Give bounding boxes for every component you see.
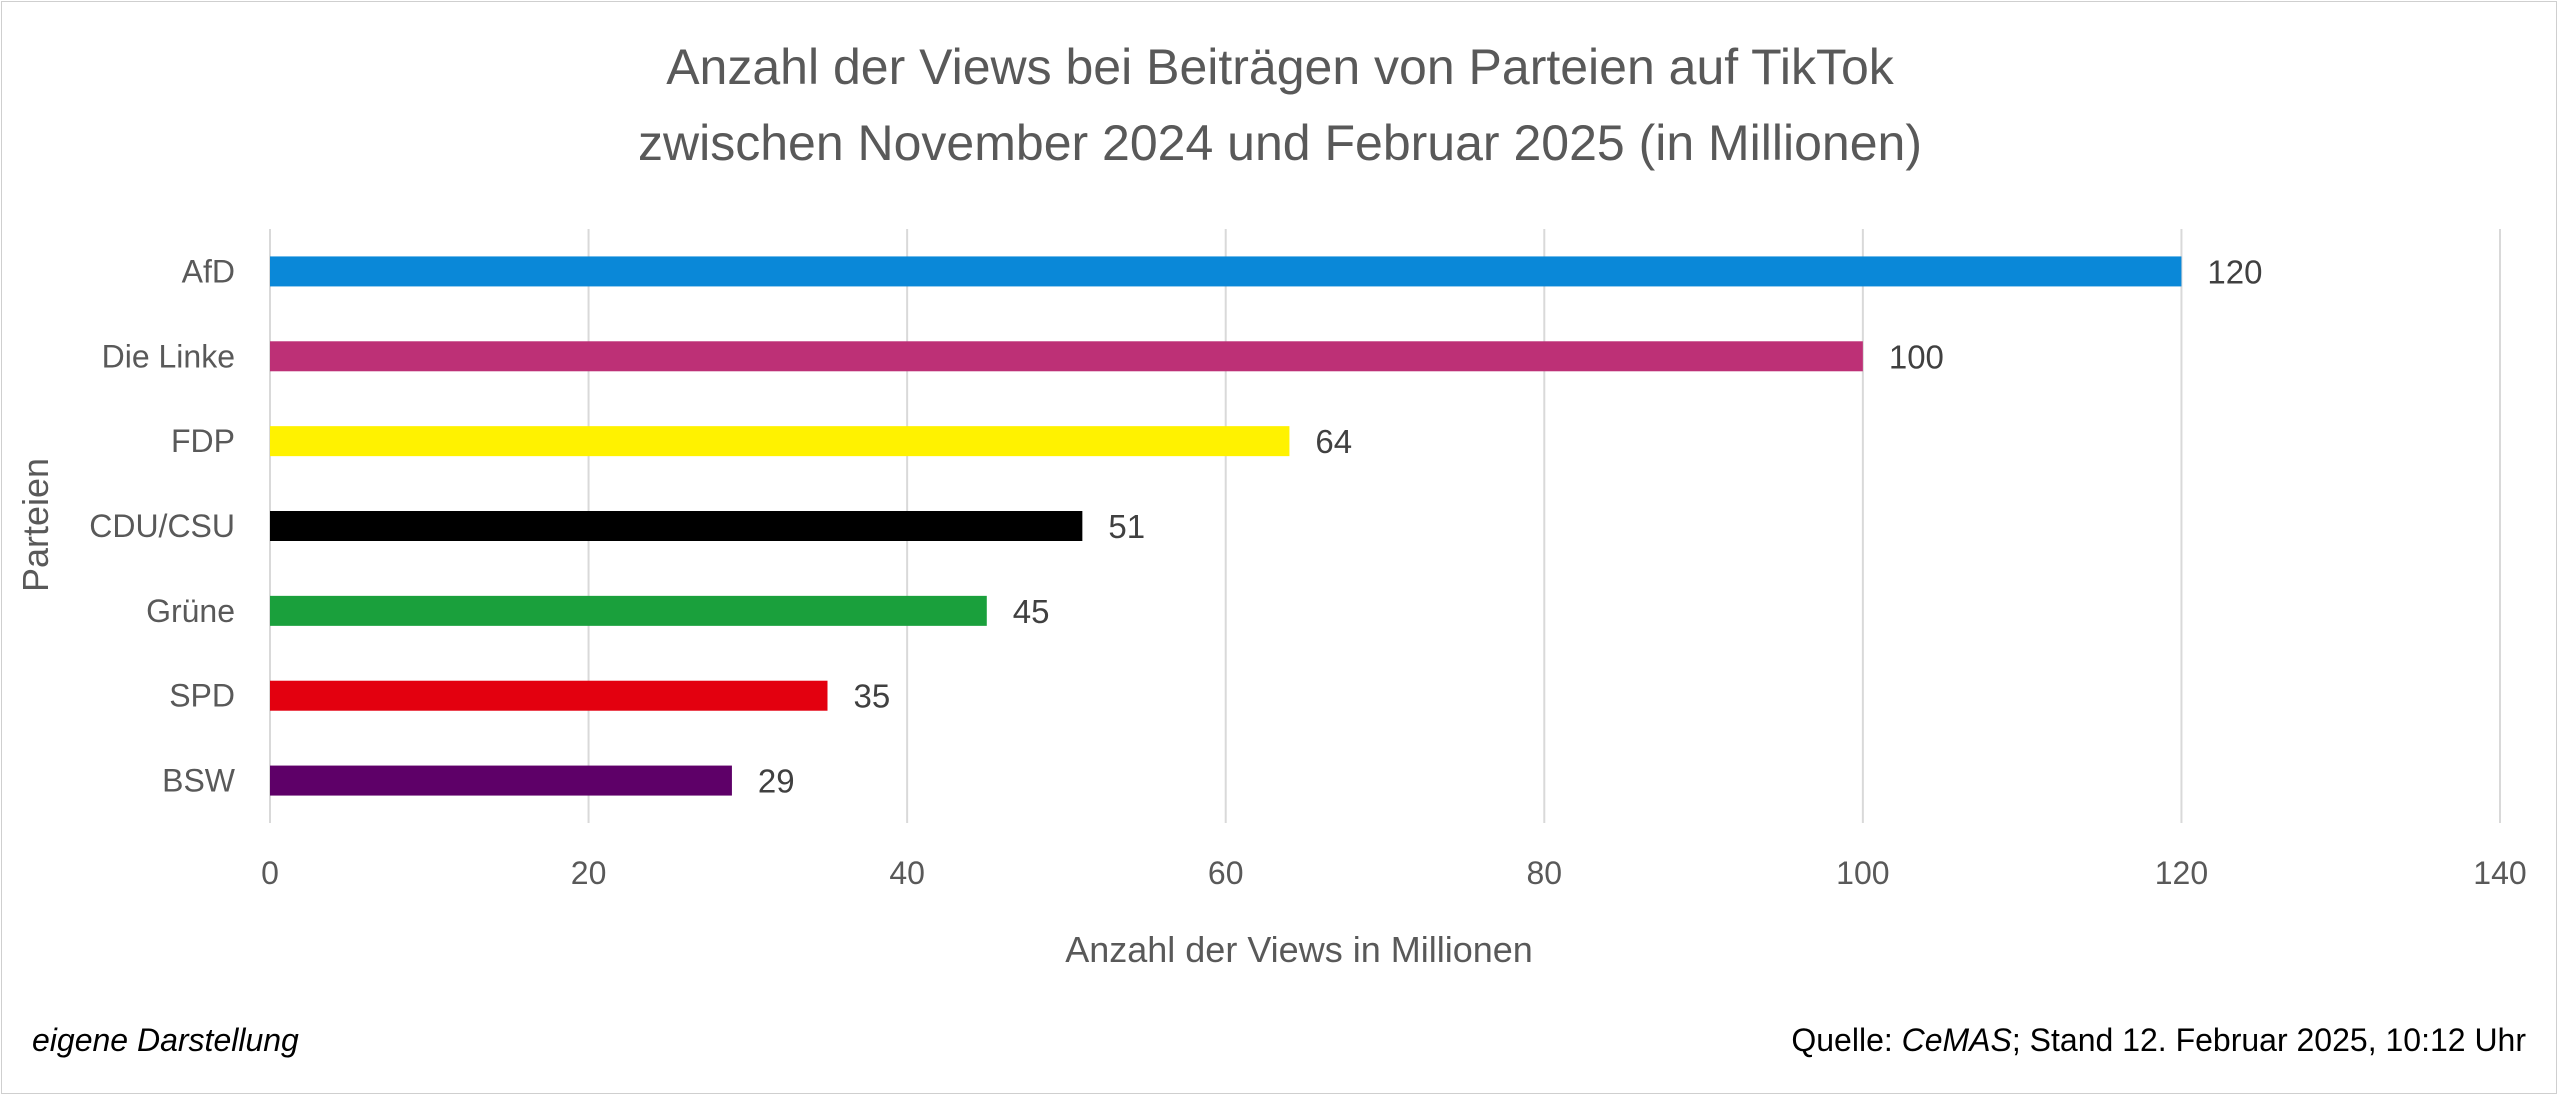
bar-afd	[270, 256, 2182, 287]
category-label: BSW	[162, 763, 236, 799]
x-tick-label: 100	[1836, 855, 1889, 891]
x-tick-label: 0	[261, 855, 279, 891]
labels: 0 20 40 60 80 100 120 140 AfD 120 Die Linke 100 FDP 6…	[89, 253, 2526, 891]
x-tick-label: 80	[1526, 855, 1562, 891]
footer-credit: eigene Darstellung	[32, 1022, 299, 1058]
category-label: FDP	[171, 423, 235, 459]
category-label: AfD	[182, 253, 235, 289]
bar-fdp	[270, 426, 1290, 457]
bar-die-linke	[270, 341, 1863, 372]
data-label: 100	[1889, 338, 1944, 375]
data-label: 29	[758, 763, 795, 800]
source-suffix: ; Stand 12. Februar 2025, 10:12 Uhr	[2011, 1022, 2526, 1058]
bar-bsw	[270, 765, 732, 796]
category-label: Grüne	[146, 593, 235, 629]
y-axis-label: Parteien	[15, 458, 56, 592]
chart-title-line-1: Anzahl der Views bei Beiträgen von Parte…	[666, 39, 1894, 95]
x-axis-label: Anzahl der Views in Millionen	[1065, 929, 1533, 970]
data-label: 51	[1108, 508, 1145, 545]
source-name: CeMAS	[1901, 1022, 2012, 1058]
data-label: 45	[1013, 593, 1050, 630]
x-tick-label: 120	[2155, 855, 2208, 891]
x-tick-label: 60	[1208, 855, 1244, 891]
x-tick-label: 140	[2473, 855, 2526, 891]
bars	[270, 256, 2182, 796]
bar-cdu-csu	[270, 511, 1083, 541]
bar-spd	[270, 680, 828, 711]
chart-title-line-2: zwischen November 2024 und Februar 2025 …	[637, 115, 1922, 171]
x-tick-label: 20	[571, 855, 607, 891]
data-label: 64	[1315, 423, 1352, 460]
source-prefix: Quelle:	[1791, 1022, 1902, 1058]
data-label: 120	[2207, 253, 2262, 290]
x-tick-label: 40	[889, 855, 925, 891]
category-label: SPD	[169, 678, 235, 714]
bar-gr-ne	[270, 595, 987, 626]
data-label: 35	[854, 678, 891, 715]
footer-source: Quelle: CeMAS; Stand 12. Februar 2025, 1…	[1791, 1022, 2526, 1059]
category-label: CDU/CSU	[89, 508, 235, 544]
category-label: Die Linke	[102, 338, 235, 374]
